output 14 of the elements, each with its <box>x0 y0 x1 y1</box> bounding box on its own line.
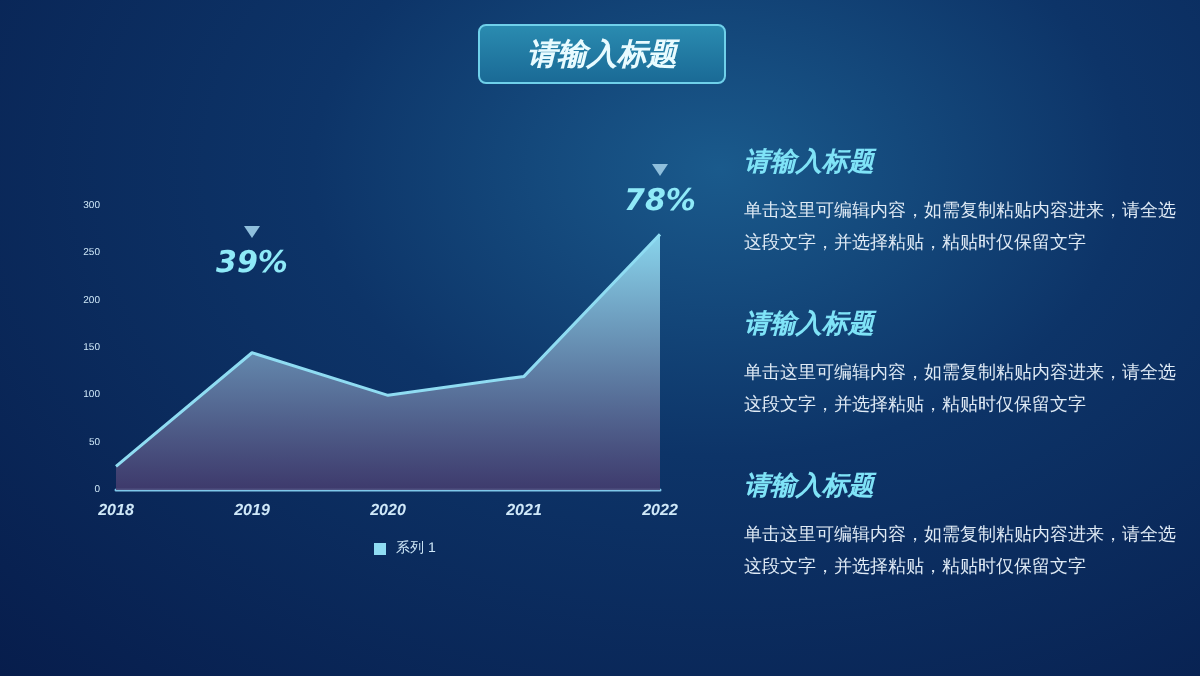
text: 单击这里可编辑内容，如需复制粘贴内容进来，请全选这段文字，并选择粘贴，粘贴时仅保留文字 <box>744 199 1178 258</box>
chart-title: 请输入标题 <box>478 24 726 84</box>
text: 请输入标题 <box>744 307 879 342</box>
text: 请输入标题 <box>744 145 879 180</box>
x-tick-label: 2021 <box>504 501 543 519</box>
annotation: 39% <box>216 244 288 281</box>
text: 请输入标题 <box>744 469 879 504</box>
x-tick-label: 2018 <box>96 501 135 519</box>
x-tick-label: 2022 <box>640 501 679 519</box>
x-tick-label: 2020 <box>368 501 407 519</box>
x-tick-label: 2019 <box>232 501 271 519</box>
annotation: 78% <box>624 182 696 219</box>
text: 单击这里可编辑内容，如需复制粘贴内容进来，请全选这段文字，并选择粘贴，粘贴时仅保留文字 <box>744 361 1178 420</box>
text: 单击这里可编辑内容，如需复制粘贴内容进来，请全选这段文字，并选择粘贴，粘贴时仅保留文字 <box>744 523 1178 582</box>
